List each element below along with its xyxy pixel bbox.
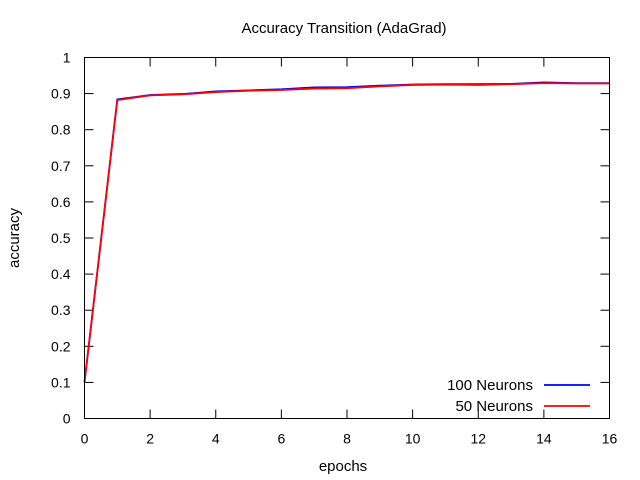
x-tick-label: 8: [343, 431, 351, 447]
x-tick-label: 2: [146, 431, 154, 447]
plot-frame: [84, 57, 610, 419]
y-tick-label: 0.3: [51, 302, 71, 318]
y-tick-label: 0.5: [51, 230, 71, 246]
y-tick-label: 0.6: [51, 194, 71, 210]
x-axis-label: epochs: [319, 458, 367, 475]
x-tick-label: 10: [405, 431, 421, 447]
y-tick-label: 0.9: [51, 86, 71, 102]
legend: 100 Neurons 50 Neurons: [447, 377, 590, 415]
chart-title: Accuracy Transition (AdaGrad): [241, 20, 446, 37]
y-axis-label: accuracy: [6, 207, 23, 268]
series-layer: [83, 81, 610, 383]
x-tick-label: 16: [602, 431, 618, 447]
series-line-1: [83, 81, 610, 383]
y-tick-label: 1: [63, 50, 71, 66]
legend-label-2: 50 Neurons: [455, 398, 533, 415]
y-tick-label: 0.8: [51, 122, 71, 138]
x-tick-label: 12: [470, 431, 486, 447]
y-tick-label: 0.4: [51, 266, 71, 282]
x-tick-label: 0: [81, 431, 89, 447]
y-tick-label: 0.1: [51, 374, 71, 390]
y-tick-label: 0.2: [51, 338, 71, 354]
x-tick-label: 6: [277, 431, 285, 447]
y-tick-label: 0.7: [51, 158, 71, 174]
legend-label-1: 100 Neurons: [447, 377, 533, 394]
x-tick-label: 4: [212, 431, 220, 447]
y-tick-label: 0: [63, 411, 71, 427]
x-tick-label: 14: [536, 431, 552, 447]
series-line-2: [83, 82, 610, 383]
